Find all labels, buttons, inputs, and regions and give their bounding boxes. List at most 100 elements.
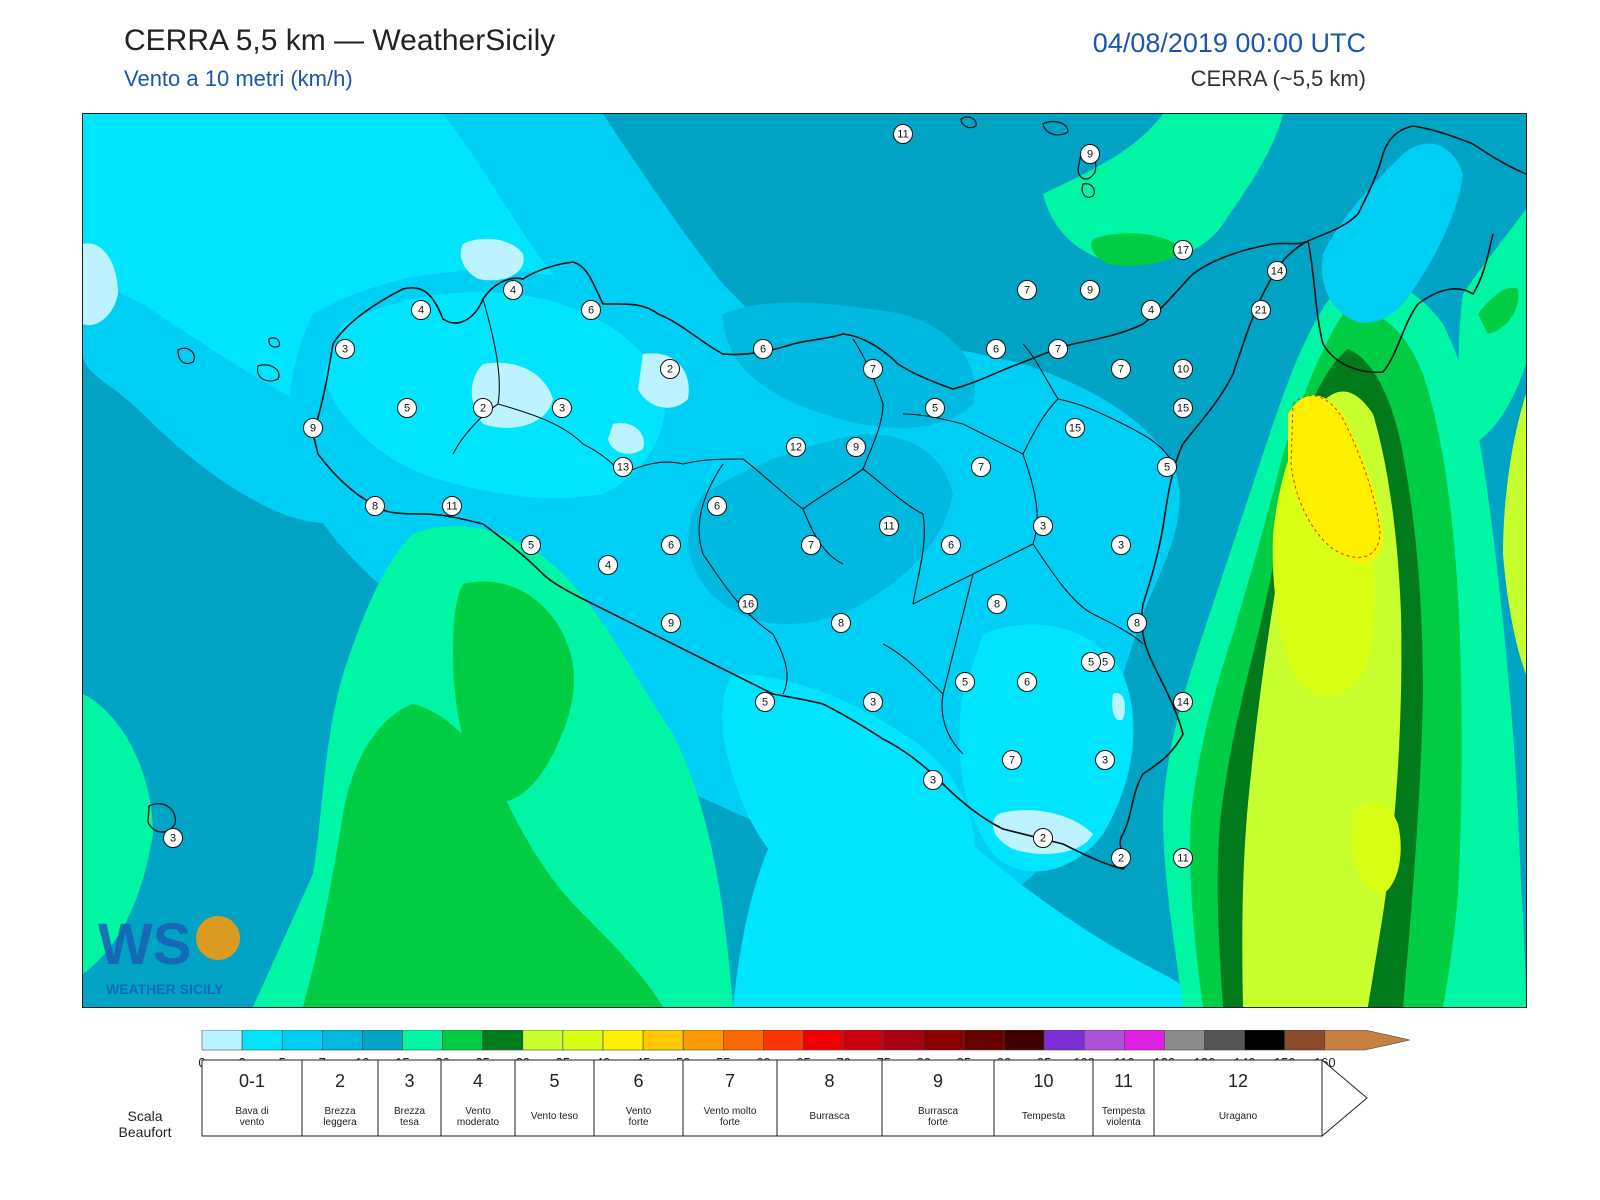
wind-label-circle xyxy=(1173,692,1193,712)
beaufort-name: Vento xyxy=(465,1106,491,1117)
wind-label-value: 5 xyxy=(962,677,968,689)
wind-label-value: 2 xyxy=(667,364,673,376)
color-scale-bar xyxy=(201,1030,1410,1051)
wind-label-marker: 12 xyxy=(786,437,806,457)
wind-label-circle xyxy=(613,457,633,477)
beaufort-cell-box xyxy=(881,1059,995,1137)
wind-label-circle xyxy=(801,535,821,555)
beaufort-number: 0-1 xyxy=(239,1071,265,1091)
wind-label-circle xyxy=(1173,359,1193,379)
beaufort-cell-box xyxy=(682,1059,778,1137)
beaufort-cell: 5 Vento teso xyxy=(514,1059,595,1137)
beaufort-name: Tempesta xyxy=(1102,1106,1146,1117)
wind-label-marker: 3 xyxy=(552,398,572,418)
beaufort-name: Brezza xyxy=(394,1106,426,1117)
wind-label-marker: 11 xyxy=(879,516,899,536)
ionian-jet-south xyxy=(1351,801,1401,894)
color-swatch xyxy=(963,1030,1005,1051)
color-swatch xyxy=(843,1030,884,1051)
wind-label-value: 10 xyxy=(1177,364,1189,376)
beaufort-name: Vento molto xyxy=(704,1106,757,1117)
beaufort-name: Tempesta xyxy=(1022,1111,1066,1122)
wind-label-value: 21 xyxy=(1255,305,1267,317)
wind-label-marker: 2 xyxy=(1033,828,1053,848)
wind-label-value: 14 xyxy=(1271,266,1283,278)
wind-label-marker: 7 xyxy=(971,457,991,477)
beaufort-cell-box xyxy=(201,1059,303,1137)
province-borders xyxy=(452,298,1174,755)
wind-label-marker: 3 xyxy=(335,339,355,359)
wind-label-value: 6 xyxy=(714,501,720,513)
wind-label-circle xyxy=(1141,300,1161,320)
beaufort-cell-box xyxy=(593,1059,684,1137)
beaufort-number: 4 xyxy=(473,1071,483,1091)
wind-zone-central xyxy=(688,434,953,624)
wind-label-circle xyxy=(1065,418,1085,438)
color-swatch xyxy=(682,1030,724,1051)
wind-label-marker: 8 xyxy=(831,613,851,633)
wind-label-circle xyxy=(707,496,727,516)
wind-label-value: 17 xyxy=(1177,245,1189,257)
wind-label-value: 7 xyxy=(978,462,984,474)
wind-label-value: 6 xyxy=(760,344,766,356)
weathersicily-logo: WS WEATHER SICILY xyxy=(96,910,246,998)
beaufort-name-2: forte xyxy=(928,1117,948,1128)
wind-label-marker: 21 xyxy=(1251,300,1271,320)
beaufort-name-2: vento xyxy=(240,1117,265,1128)
beaufort-name: Burrasca xyxy=(918,1106,958,1117)
wind-label-marker: 4 xyxy=(598,555,618,575)
wind-label-marker: 6 xyxy=(707,496,727,516)
wind-label-circle xyxy=(923,770,943,790)
beaufort-name: Bava di xyxy=(235,1106,268,1117)
wind-label-marker: 3 xyxy=(1033,516,1053,536)
beaufort-name-2: leggera xyxy=(323,1117,357,1128)
calm-patch-1 xyxy=(460,238,524,281)
wind-label-marker: 6 xyxy=(753,339,773,359)
color-swatch xyxy=(1244,1030,1285,1051)
color-swatch xyxy=(1003,1030,1045,1051)
beaufort-number: 8 xyxy=(824,1071,834,1091)
wind-label-value: 6 xyxy=(948,540,954,552)
wind-label-marker: 9 xyxy=(303,418,323,438)
wind-label-marker: 5 xyxy=(1157,457,1177,477)
wind-label-value: 8 xyxy=(838,618,844,630)
color-swatch xyxy=(241,1030,283,1051)
beaufort-name: Brezza xyxy=(324,1106,356,1117)
wind-label-marker: 5 xyxy=(955,672,975,692)
beaufort-cell-box xyxy=(1092,1059,1155,1137)
wind-label-circle xyxy=(503,280,523,300)
wind-label-marker: 6 xyxy=(581,300,601,320)
wind-label-value: 5 xyxy=(1164,462,1170,474)
wind-label-circle xyxy=(661,613,681,633)
island-salina xyxy=(1042,121,1069,136)
wind-label-marker: 16 xyxy=(738,594,758,614)
wind-label-circle xyxy=(335,339,355,359)
wind-label-marker: 3 xyxy=(163,828,183,848)
wind-label-value: 13 xyxy=(617,462,629,474)
color-swatch xyxy=(803,1030,844,1051)
beaufort-number: 11 xyxy=(1114,1071,1133,1091)
wind-label-marker: 2 xyxy=(473,398,493,418)
wind-label-marker: 5 xyxy=(1095,652,1115,672)
beaufort-name: Uragano xyxy=(1219,1111,1258,1122)
wind-label-circle xyxy=(831,613,851,633)
color-swatch xyxy=(442,1030,484,1051)
wind-label-value: 6 xyxy=(668,540,674,552)
wind-label-marker: 5 xyxy=(925,398,945,418)
beaufort-name-2: tesa xyxy=(400,1117,419,1128)
wind-label-circle xyxy=(1173,398,1193,418)
wind-label-value: 9 xyxy=(668,618,674,630)
island-pantelleria xyxy=(147,803,176,833)
wind-label-circle xyxy=(1080,280,1100,300)
wind-label-circle xyxy=(753,339,773,359)
model-name: CERRA (~5,5 km) xyxy=(1190,66,1366,91)
beaufort-name: Vento teso xyxy=(531,1111,579,1122)
island-favignana xyxy=(256,364,280,382)
wind-label-value: 11 xyxy=(883,521,894,533)
wind-label-marker: 8 xyxy=(1127,613,1147,633)
wind-label-circle xyxy=(411,300,431,320)
beaufort-cell-box xyxy=(377,1059,442,1137)
